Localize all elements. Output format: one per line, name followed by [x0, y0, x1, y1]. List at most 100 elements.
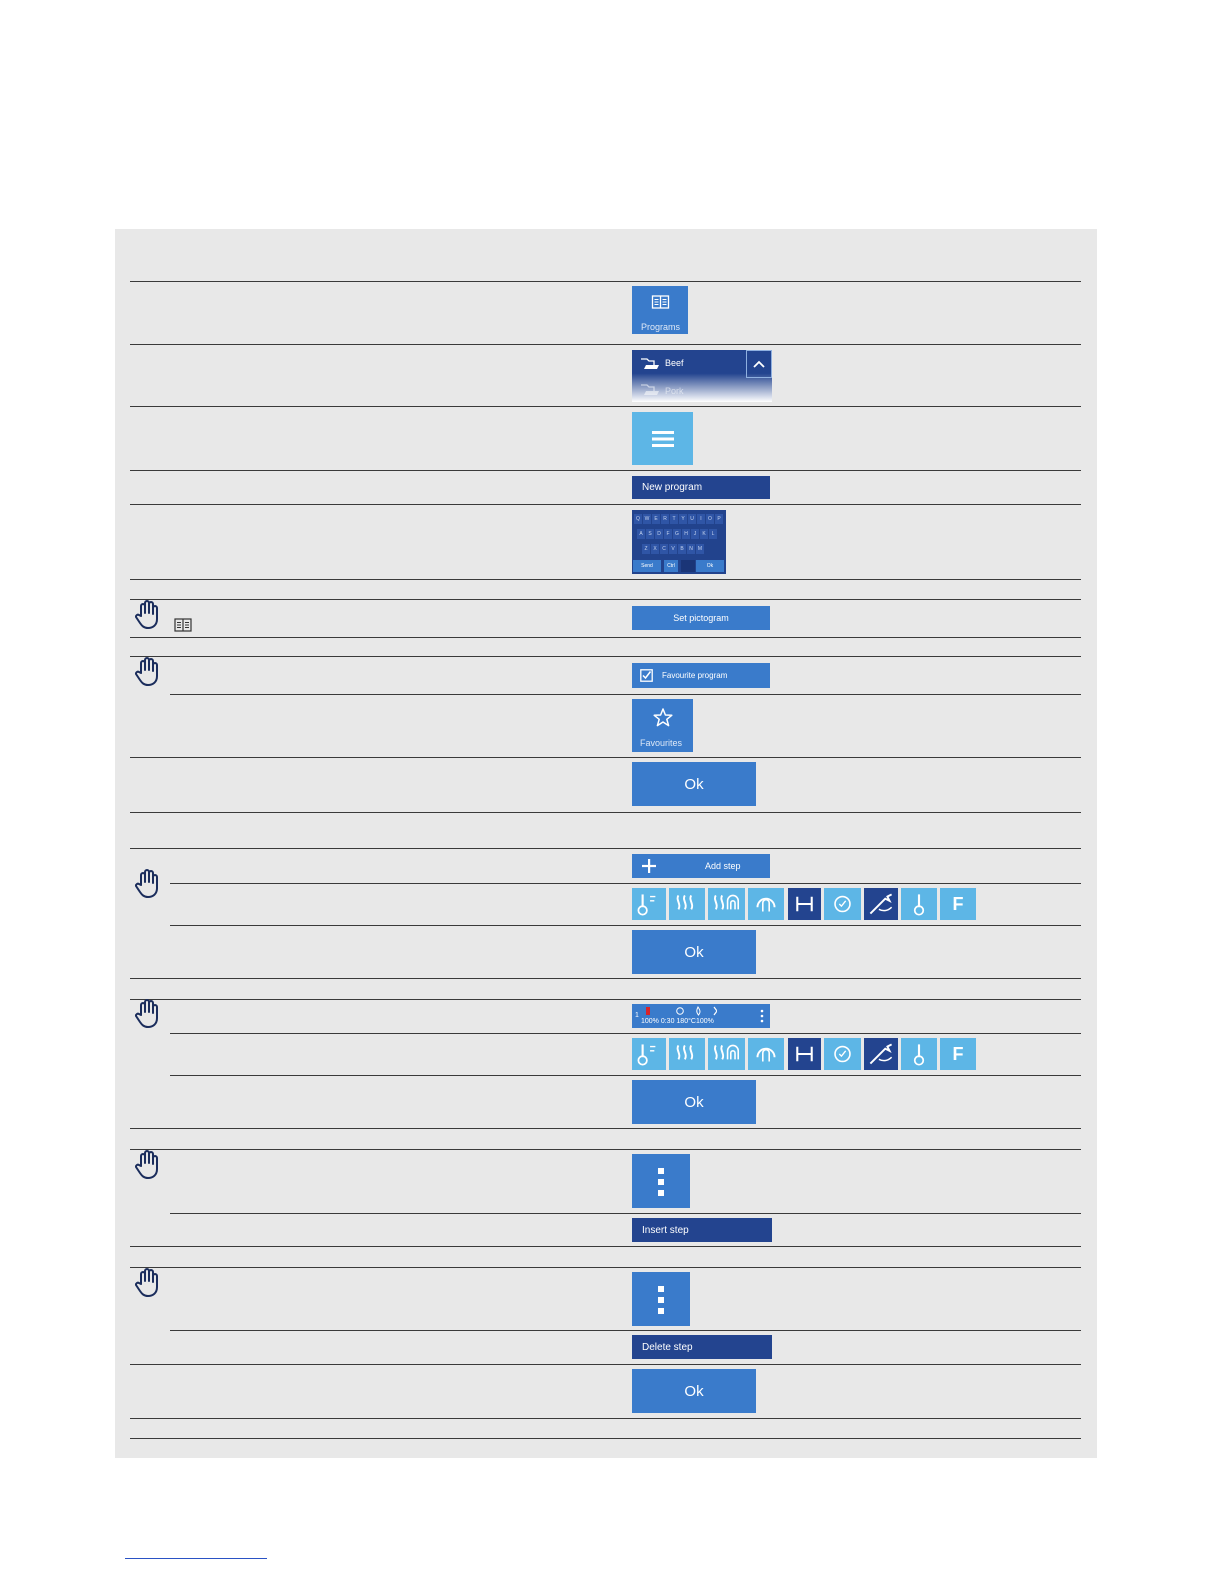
insert-step-button[interactable]: Insert step: [632, 1218, 772, 1242]
keyboard-key[interactable]: P: [715, 514, 723, 524]
core-temperature-step-button[interactable]: [901, 888, 937, 920]
rule: [130, 344, 1081, 345]
keyboard-key[interactable]: C: [660, 544, 668, 554]
keyboard-key[interactable]: I: [697, 514, 705, 524]
keyboard-key[interactable]: G: [673, 529, 681, 539]
ok-button[interactable]: Ok: [632, 1080, 756, 1124]
rule: [130, 1438, 1081, 1439]
keyboard-key[interactable]: B: [678, 544, 686, 554]
rule: [170, 694, 1081, 695]
timer-step-button[interactable]: [824, 888, 861, 920]
programs-label: Programs: [641, 322, 681, 332]
rule: [130, 470, 1081, 471]
fixed-interval-step-button[interactable]: [788, 1038, 821, 1070]
keyboard-key[interactable]: Ok: [696, 560, 724, 572]
list-item[interactable]: Beef: [665, 358, 684, 368]
hand-warning-icon: [135, 600, 158, 629]
timer-icon: [834, 1045, 851, 1063]
favourites-button[interactable]: Favourites: [632, 699, 693, 752]
favourite-program-checkbox[interactable]: Favourite program: [632, 663, 770, 688]
keyboard-key[interactable]: L: [709, 529, 717, 539]
ok-button[interactable]: Ok: [632, 1369, 756, 1413]
keyboard-key[interactable]: V: [669, 544, 677, 554]
program-step-bar[interactable]: 1 100% 0:30 180°C100%: [632, 1004, 770, 1028]
keyboard-key[interactable]: S: [646, 529, 654, 539]
more-options-icon[interactable]: [760, 1009, 764, 1023]
add-step-button[interactable]: Add step: [632, 854, 770, 878]
steam-icon: [676, 1044, 694, 1060]
fixed-interval-step-button[interactable]: [788, 888, 821, 920]
hand-warning-icon: [135, 1150, 158, 1179]
keyboard-key[interactable]: X: [651, 544, 659, 554]
humidity-step-button[interactable]: [748, 888, 784, 920]
keyboard-key[interactable]: W: [643, 514, 651, 524]
hand-warning-icon: [135, 657, 158, 686]
rule: [170, 1075, 1081, 1076]
program-list[interactable]: Beef Pork: [632, 350, 772, 402]
keyboard-key[interactable]: U: [688, 514, 696, 524]
set-pictogram-button[interactable]: Set pictogram: [632, 606, 770, 630]
delete-step-button[interactable]: Delete step: [632, 1335, 772, 1359]
keyboard-key[interactable]: M: [696, 544, 704, 554]
steam-step-button[interactable]: [669, 1038, 705, 1070]
step-values: 100% 0:30 180°C100%: [641, 1018, 714, 1025]
rule: [130, 1418, 1081, 1419]
humidity-step-button[interactable]: [748, 1038, 784, 1070]
thermometer-fan-icon: [637, 894, 656, 916]
chevron-up-icon: [753, 360, 765, 368]
rule: [170, 883, 1081, 884]
probe-step-button[interactable]: [864, 888, 898, 920]
rule: [130, 637, 1081, 638]
rule: [130, 504, 1081, 505]
rule: [170, 1033, 1081, 1034]
combi-steam-step-button[interactable]: [708, 888, 745, 920]
thermometer-fan-step-button[interactable]: [632, 888, 666, 920]
thermometer-fan-step-button[interactable]: [632, 1038, 666, 1070]
menu-button[interactable]: [632, 412, 693, 465]
keyboard-key[interactable]: E: [652, 514, 660, 524]
ok-button[interactable]: Ok: [632, 930, 756, 974]
list-item[interactable]: Pork: [665, 386, 684, 396]
keyboard-key[interactable]: Q: [634, 514, 642, 524]
new-program-button[interactable]: New program: [632, 476, 770, 499]
steam-step-button[interactable]: [669, 888, 705, 920]
keyboard-key[interactable]: Ctrl: [664, 560, 678, 572]
rule: [130, 1128, 1081, 1129]
keyboard-key[interactable]: R: [661, 514, 669, 524]
keyboard-key[interactable]: H: [682, 529, 690, 539]
keyboard-key[interactable]: Send: [633, 560, 661, 572]
more-options-icon: [658, 1286, 664, 1314]
star-icon: [653, 708, 673, 727]
keyboard-key[interactable]: J: [691, 529, 699, 539]
f-value-step-button[interactable]: F: [940, 1038, 976, 1070]
step-options-button[interactable]: [632, 1154, 690, 1208]
book-icon: [174, 618, 192, 632]
step-options-button[interactable]: [632, 1272, 690, 1326]
ok-button[interactable]: Ok: [632, 762, 756, 806]
hamburger-menu-icon: [652, 431, 674, 447]
rule: [130, 978, 1081, 979]
core-temperature-step-button[interactable]: [901, 1038, 937, 1070]
rule: [130, 999, 1081, 1000]
rule: [130, 579, 1081, 580]
rule: [170, 1213, 1081, 1214]
timer-step-button[interactable]: [824, 1038, 861, 1070]
keyboard-key[interactable]: [681, 560, 695, 572]
keyboard-key[interactable]: A: [637, 529, 645, 539]
keyboard-key[interactable]: T: [670, 514, 678, 524]
combi-steam-step-button[interactable]: [708, 1038, 745, 1070]
rule: [170, 1330, 1081, 1331]
scroll-up-button[interactable]: [746, 350, 772, 378]
keyboard-key[interactable]: Z: [642, 544, 650, 554]
on-screen-keyboard[interactable]: Q W E R T Y U I O P A S D F G H J K L Z X C V B N M Send Ctrl Ok: [632, 510, 726, 574]
keyboard-key[interactable]: D: [655, 529, 663, 539]
keyboard-key[interactable]: Y: [679, 514, 687, 524]
f-value-step-button[interactable]: F: [940, 888, 976, 920]
keyboard-key[interactable]: O: [706, 514, 714, 524]
probe-step-button[interactable]: [864, 1038, 898, 1070]
keyboard-key[interactable]: F: [664, 529, 672, 539]
programs-button[interactable]: Programs: [632, 286, 688, 334]
keyboard-key[interactable]: K: [700, 529, 708, 539]
keyboard-key[interactable]: N: [687, 544, 695, 554]
folder-meat-icon: [641, 384, 659, 395]
